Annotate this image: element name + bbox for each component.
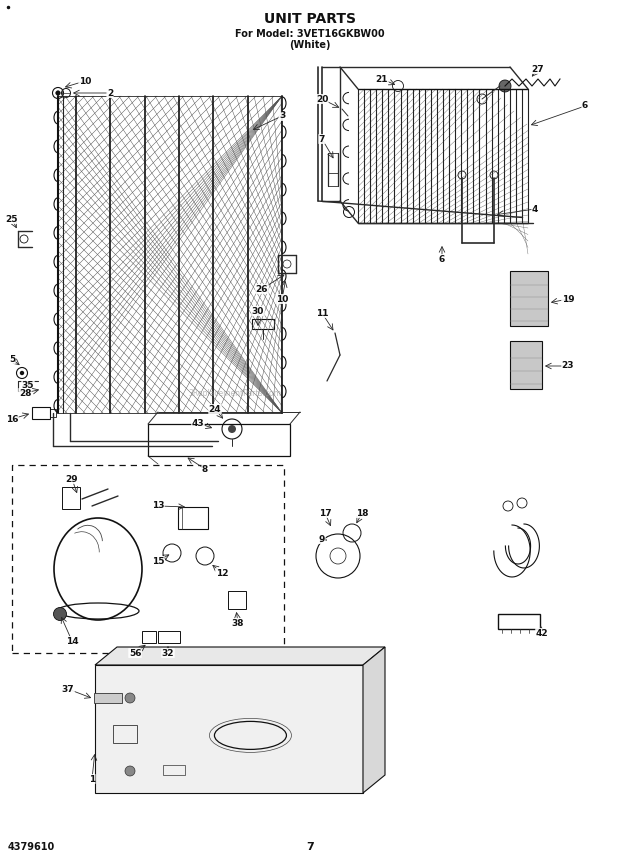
Bar bbox=[142, 631, 156, 643]
Text: 21: 21 bbox=[376, 75, 388, 84]
Bar bbox=[113, 725, 137, 743]
Text: 30: 30 bbox=[252, 307, 264, 315]
Text: 35: 35 bbox=[22, 381, 34, 389]
Text: 6: 6 bbox=[582, 102, 588, 110]
Text: 1: 1 bbox=[89, 775, 95, 784]
Text: 26: 26 bbox=[255, 284, 268, 294]
Bar bbox=[178, 507, 208, 529]
Text: 42: 42 bbox=[536, 629, 548, 637]
Circle shape bbox=[125, 693, 135, 703]
Text: UNIT PARTS: UNIT PARTS bbox=[264, 12, 356, 26]
Circle shape bbox=[125, 766, 135, 776]
Text: 15: 15 bbox=[152, 556, 164, 566]
Text: 28: 28 bbox=[19, 388, 31, 398]
Text: 38: 38 bbox=[232, 618, 244, 628]
Text: 18: 18 bbox=[356, 509, 368, 517]
Circle shape bbox=[20, 371, 24, 375]
Circle shape bbox=[228, 425, 236, 433]
Circle shape bbox=[56, 90, 60, 96]
Text: 37: 37 bbox=[61, 684, 74, 693]
Bar bbox=[12, 465, 284, 653]
Bar bbox=[252, 319, 274, 329]
FancyBboxPatch shape bbox=[510, 341, 542, 389]
Bar bbox=[148, 424, 290, 456]
Text: 5: 5 bbox=[9, 355, 15, 363]
Text: 2: 2 bbox=[107, 89, 113, 97]
Polygon shape bbox=[95, 647, 385, 665]
Text: 8: 8 bbox=[202, 464, 208, 474]
Text: 25: 25 bbox=[6, 214, 18, 224]
Text: 10: 10 bbox=[79, 77, 91, 85]
Text: 4: 4 bbox=[532, 205, 538, 214]
Polygon shape bbox=[363, 647, 385, 793]
Text: 7: 7 bbox=[306, 842, 314, 852]
Text: 20: 20 bbox=[316, 95, 328, 103]
Text: 27: 27 bbox=[532, 65, 544, 73]
Bar bbox=[94, 693, 122, 703]
Text: 43: 43 bbox=[192, 418, 205, 428]
Text: 23: 23 bbox=[562, 362, 574, 370]
Text: 13: 13 bbox=[152, 501, 164, 511]
Text: 14: 14 bbox=[66, 636, 78, 646]
Bar bbox=[50, 409, 56, 417]
Text: 56: 56 bbox=[129, 648, 141, 658]
Text: 3: 3 bbox=[279, 112, 285, 121]
Text: For Model: 3VET16GKBW00: For Model: 3VET16GKBW00 bbox=[235, 29, 385, 39]
Text: 24: 24 bbox=[209, 405, 221, 413]
Text: 9: 9 bbox=[319, 535, 325, 543]
Bar bbox=[498, 614, 540, 629]
Text: 7: 7 bbox=[319, 134, 325, 144]
Bar bbox=[32, 407, 50, 419]
Bar bbox=[158, 631, 180, 643]
Circle shape bbox=[53, 608, 66, 621]
Bar bbox=[228, 591, 246, 609]
Text: 4379610: 4379610 bbox=[8, 842, 55, 852]
Text: 11: 11 bbox=[316, 308, 328, 318]
Text: 6: 6 bbox=[439, 255, 445, 263]
Bar bbox=[62, 487, 80, 509]
Text: 19: 19 bbox=[562, 294, 574, 303]
Polygon shape bbox=[95, 665, 363, 793]
Text: 12: 12 bbox=[216, 568, 228, 578]
Text: 3ReplacementParts.com: 3ReplacementParts.com bbox=[188, 388, 281, 398]
Text: (White): (White) bbox=[290, 40, 330, 50]
FancyBboxPatch shape bbox=[510, 271, 548, 326]
Circle shape bbox=[499, 80, 511, 92]
Bar bbox=[163, 765, 185, 775]
Text: 10: 10 bbox=[276, 294, 288, 303]
Text: 32: 32 bbox=[162, 648, 174, 658]
Text: 17: 17 bbox=[319, 509, 331, 517]
Text: 16: 16 bbox=[6, 414, 18, 424]
Text: 29: 29 bbox=[66, 474, 78, 484]
